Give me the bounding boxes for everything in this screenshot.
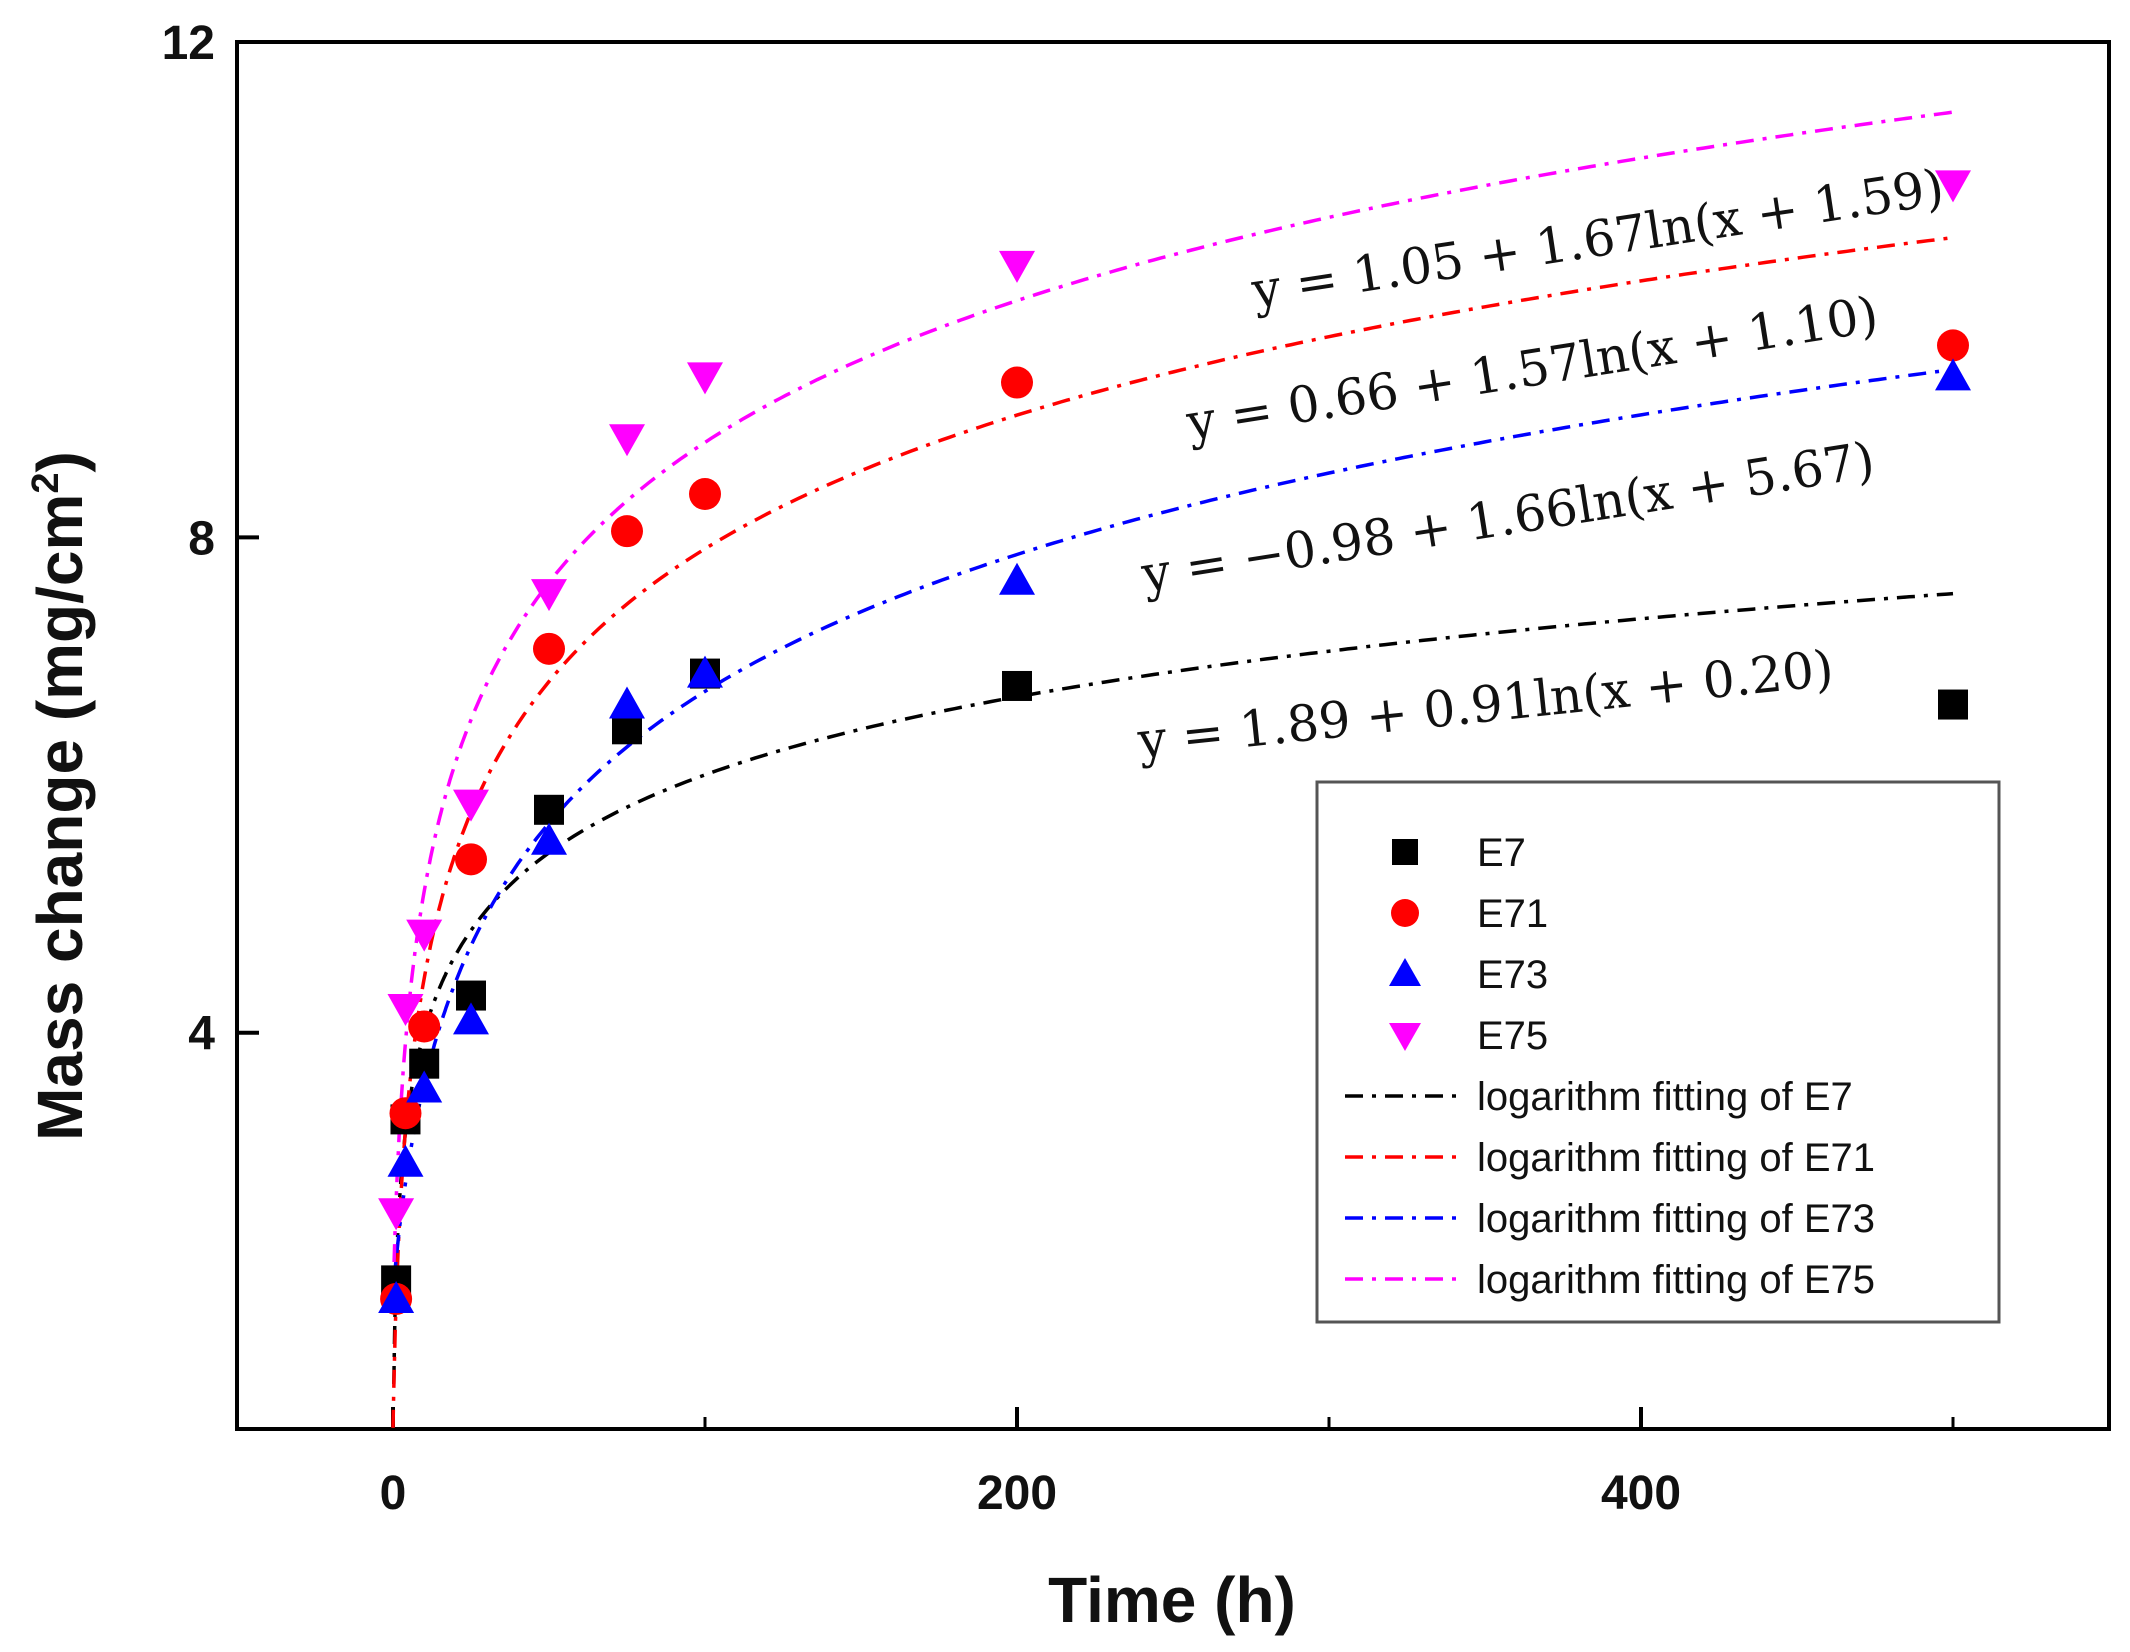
data-point-e73	[453, 1002, 489, 1035]
data-point-e75	[609, 424, 645, 457]
data-point-e71	[533, 632, 565, 665]
legend-marker-e73	[1389, 958, 1421, 986]
y-axis: 4 8 12	[162, 17, 259, 1061]
legend-label-e75: E75	[1477, 1014, 1548, 1058]
fit-curves	[391, 110, 1954, 1428]
data-point-e73	[1935, 358, 1971, 391]
x-axis: 0 200 400	[380, 1407, 1955, 1520]
data-point-e75	[378, 1198, 415, 1231]
y-tick-label: 12	[162, 17, 215, 70]
data-point-e71	[1937, 329, 1969, 362]
data-point-e75	[999, 250, 1035, 283]
x-tick-label: 0	[380, 1467, 407, 1520]
data-point-e71	[611, 515, 643, 548]
legend-marker-e71	[1391, 899, 1419, 927]
data-point-e75	[1935, 170, 1971, 203]
data-point-e71	[1001, 366, 1033, 399]
data-point-e71	[408, 1010, 441, 1043]
legend-marker-e7	[1392, 839, 1418, 865]
data-point-e75	[531, 579, 567, 612]
legend-box	[1315, 780, 2001, 1324]
y-axis-title: Mass change (mg/cm2)	[24, 451, 96, 1141]
legend-label-e7: E7	[1477, 831, 1526, 875]
data-point-e75	[387, 993, 424, 1026]
legend: E7 E71 E73 E75 logarithm fitting of E7 logari…	[1315, 780, 2001, 1324]
data-point-e73	[378, 1280, 415, 1313]
y-axis-title-main: Mass change (mg/cm	[24, 494, 96, 1141]
data-point-e73	[999, 562, 1035, 595]
equation-e73: y = −0.98 + 1.66ln(x + 5.67)	[1137, 431, 1879, 604]
legend-label-e73: E73	[1477, 953, 1548, 997]
data-markers	[378, 170, 1971, 1315]
data-point-e7	[1002, 670, 1032, 701]
data-point-e75	[687, 362, 723, 395]
y-tick-label: 8	[188, 512, 215, 565]
legend-label-fit-e73: logarithm fitting of E73	[1477, 1197, 1875, 1241]
data-point-e7	[612, 714, 642, 745]
y-axis-title-close: )	[24, 451, 96, 472]
x-tick-label: 200	[977, 1467, 1057, 1520]
fit-line-e75	[391, 110, 1954, 1303]
data-point-e75	[453, 789, 489, 822]
data-point-e7	[1938, 689, 1968, 720]
data-point-e7	[534, 794, 564, 825]
y-tick-label: 4	[188, 1008, 215, 1061]
fit-line-e71	[391, 235, 1954, 1428]
x-axis-title: Time (h)	[1048, 1564, 1296, 1636]
data-point-e73	[406, 1070, 443, 1103]
fit-line-e7	[392, 591, 1954, 1385]
legend-label-fit-e75: logarithm fitting of E75	[1477, 1258, 1875, 1302]
x-tick-label: 400	[1601, 1467, 1681, 1520]
legend-label-e71: E71	[1477, 892, 1548, 936]
data-point-e73	[609, 686, 645, 719]
legend-marker-e75	[1389, 1023, 1421, 1051]
data-point-e73	[531, 822, 567, 855]
data-point-e71	[689, 478, 721, 511]
data-point-e71	[389, 1097, 422, 1130]
data-point-e73	[687, 655, 723, 688]
equation-e7: y = 1.89 + 0.91ln(x + 0.20)	[1134, 639, 1836, 770]
legend-label-fit-e71: logarithm fitting of E71	[1477, 1136, 1875, 1180]
data-point-e73	[387, 1144, 424, 1177]
data-point-e75	[406, 919, 443, 952]
y-axis-title-superscript: 2	[25, 472, 67, 493]
data-point-e71	[455, 843, 487, 876]
plot-frame	[235, 40, 2111, 1431]
legend-label-fit-e7: logarithm fitting of E7	[1477, 1075, 1853, 1119]
fit-line-e73	[391, 367, 1954, 1293]
